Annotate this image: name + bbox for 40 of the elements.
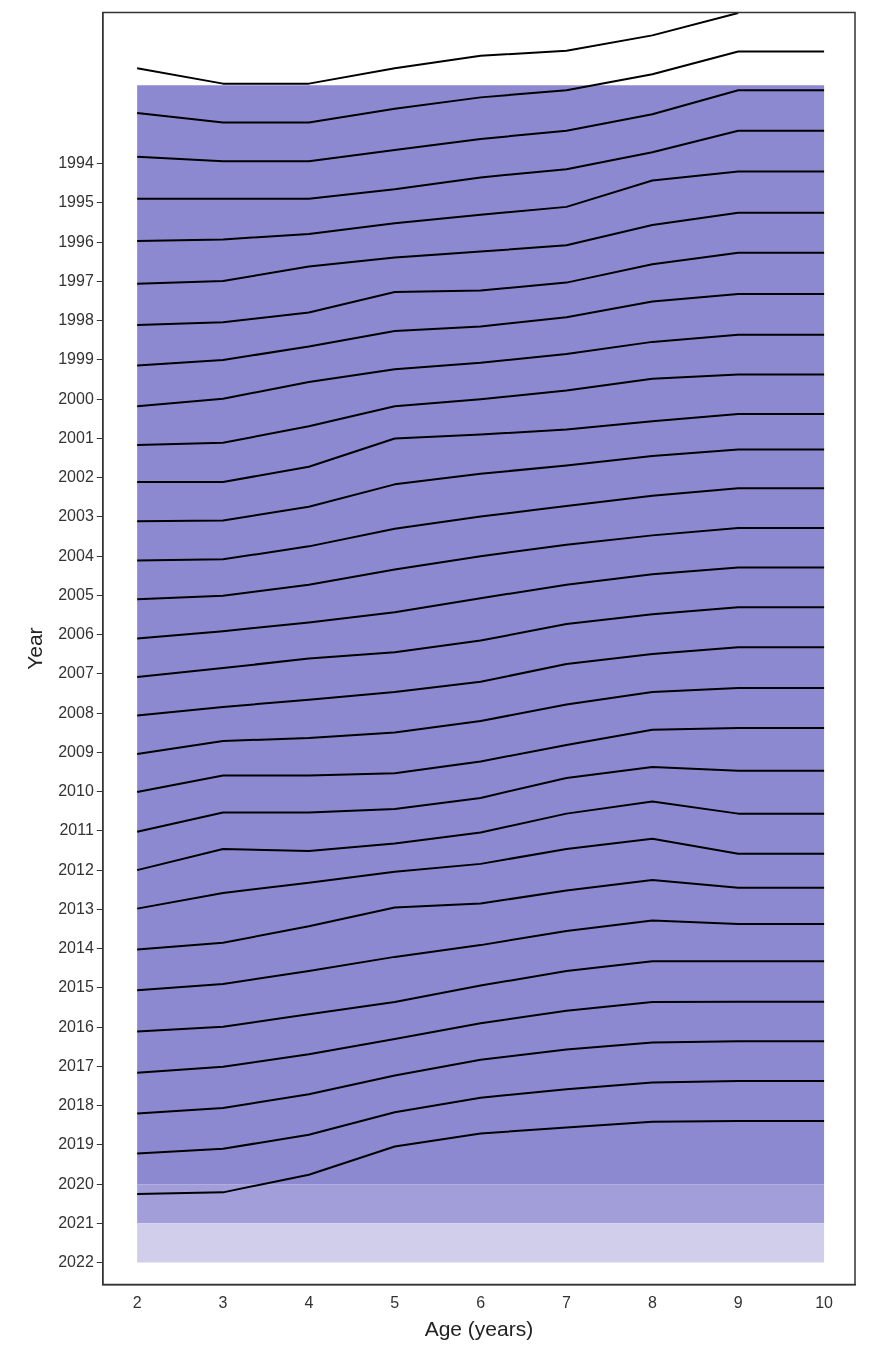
y-tick-label: 2017 [58, 1056, 94, 1074]
y-tick-label: 2021 [58, 1213, 94, 1231]
x-tick-label: 7 [562, 1293, 572, 1311]
y-tick-label: 2005 [58, 585, 94, 603]
y-tick-label: 2014 [58, 939, 94, 957]
y-tick-label: 1999 [58, 350, 94, 368]
x-tick-label: 2 [132, 1293, 142, 1311]
y-tick-label: 2012 [58, 860, 94, 878]
x-tick-label: 6 [476, 1293, 486, 1311]
y-tick-label: 2009 [58, 742, 94, 760]
y-tick-label: 1994 [58, 154, 94, 172]
y-tick-label: 2022 [58, 1253, 94, 1271]
y-tick-label: 2002 [58, 468, 94, 486]
y-tick-label: 2015 [58, 978, 94, 996]
y-tick-label: 2013 [58, 899, 94, 917]
y-tick-label: 2016 [58, 1017, 94, 1035]
y-tick-label: 1995 [58, 193, 94, 211]
x-tick-label: 4 [304, 1293, 314, 1311]
x-tick-label: 9 [733, 1293, 743, 1311]
y-tick-label: 2020 [58, 1174, 94, 1192]
y-tick-label: 1998 [58, 311, 94, 329]
y-tick-label: 2008 [58, 703, 94, 721]
y-tick-label: 2004 [58, 546, 94, 564]
y-tick-label: 2010 [58, 782, 94, 800]
y-tick-label: 2001 [58, 428, 94, 446]
y-tick-label: 2011 [59, 821, 94, 839]
y-tick-label: 1996 [58, 232, 94, 250]
y-tick-label: 2003 [58, 507, 94, 525]
x-tick-label: 3 [218, 1293, 228, 1311]
y-axis-title: Year [23, 627, 47, 670]
y-tick-label: 1997 [58, 271, 94, 289]
y-tick-label: 2018 [58, 1096, 94, 1114]
x-tick-label: 5 [390, 1293, 400, 1311]
x-axis-title: Age (years) [424, 1317, 534, 1341]
y-tick-label: 2000 [58, 389, 94, 407]
y-tick-label: 2006 [58, 625, 94, 643]
y-tick-label: 2007 [58, 664, 94, 682]
x-tick-label: 10 [815, 1293, 834, 1311]
y-tick-label: 2019 [58, 1135, 94, 1153]
x-tick-label: 8 [647, 1293, 657, 1311]
